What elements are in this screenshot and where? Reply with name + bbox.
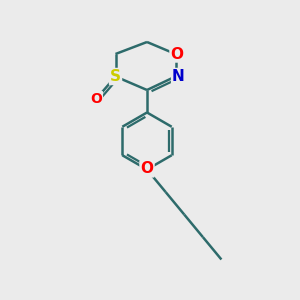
Text: O: O xyxy=(140,161,154,176)
Text: N: N xyxy=(172,69,185,84)
Text: S: S xyxy=(110,69,121,84)
Text: O: O xyxy=(170,46,184,62)
Text: O: O xyxy=(90,92,102,106)
